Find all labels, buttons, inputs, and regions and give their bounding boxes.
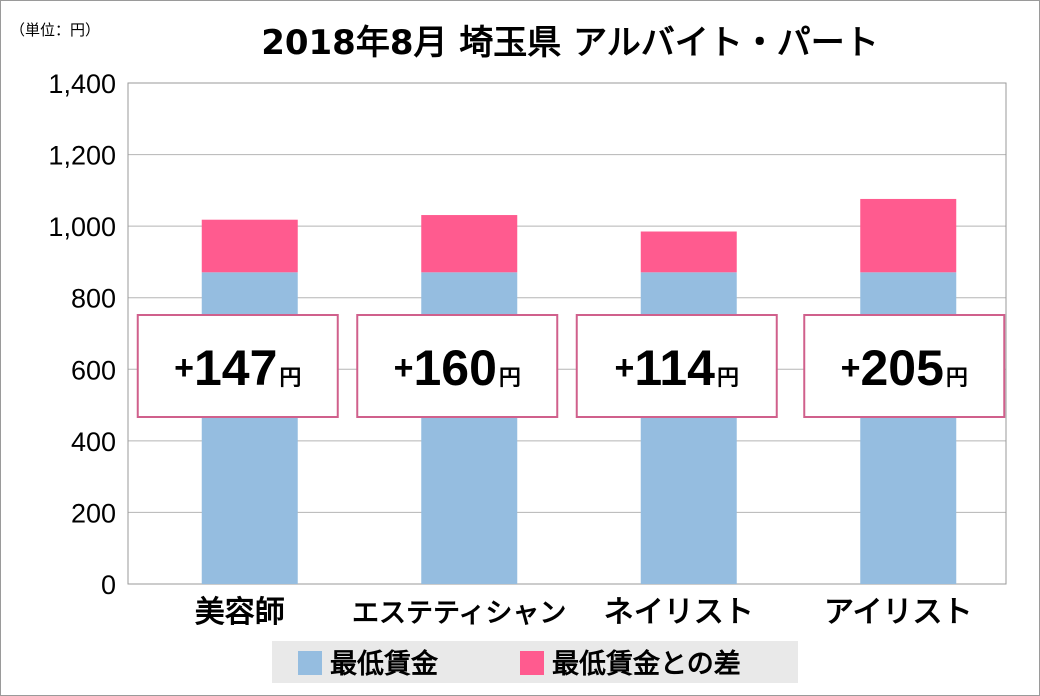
bar-difference-2 (421, 215, 518, 273)
y-tick-label: 0 (101, 570, 116, 600)
difference-label-box-1 (136, 314, 339, 418)
difference-label-box-3 (575, 314, 778, 418)
legend-swatch-difference (520, 651, 544, 675)
legend-label-minimum-wage: 最低賃金 (330, 648, 439, 680)
y-tick-label: 1,400 (48, 69, 116, 99)
y-tick-label: 600 (71, 355, 116, 385)
legend-swatch-minimum-wage (298, 651, 322, 675)
difference-value: 160 (413, 340, 496, 396)
x-category-label-3: ネイリスト (604, 595, 754, 630)
difference-label-4: +205円 (841, 340, 968, 396)
y-tick-label: 1,000 (48, 212, 116, 242)
bar-difference-1 (201, 219, 298, 273)
difference-plus-sign: + (614, 349, 634, 387)
y-tick-label: 400 (71, 427, 116, 457)
x-category-label-4: アイリスト (824, 595, 973, 630)
difference-value: 114 (634, 340, 715, 396)
legend-label-difference: 最低賃金との差 (552, 648, 741, 680)
difference-yen: 円 (717, 366, 739, 391)
y-tick-label: 800 (71, 284, 116, 314)
difference-labels: +147円 +160円 +114円 +205円 (136, 314, 1006, 418)
difference-yen: 円 (946, 366, 968, 391)
y-tick-label: 200 (71, 498, 116, 528)
chart-title: 2018年8月 埼玉県 アルバイト・パート (261, 23, 879, 63)
bar-difference-3 (640, 231, 737, 273)
difference-label-box-4 (803, 314, 1006, 418)
difference-plus-sign: + (841, 349, 861, 387)
difference-plus-sign: + (174, 349, 194, 387)
unit-label: （単位：円） (10, 21, 100, 39)
difference-value: 205 (860, 340, 943, 396)
difference-yen: 円 (499, 366, 521, 391)
difference-value: 147 (194, 340, 277, 396)
difference-label-1: +147円 (174, 340, 301, 396)
x-axis-categories: 美容師 エステティシャン ネイリスト アイリスト (195, 595, 973, 630)
x-category-label-1: 美容師 (195, 595, 285, 630)
difference-plus-sign: + (394, 349, 414, 387)
bar-difference-4 (860, 198, 957, 273)
difference-label-2: +160円 (394, 340, 521, 396)
y-tick-label: 1,200 (48, 141, 116, 171)
x-category-label-2: エステティシャン (352, 598, 566, 629)
difference-yen: 円 (279, 366, 301, 391)
plot-area (127, 82, 1007, 585)
difference-label-box-2 (356, 314, 559, 418)
y-axis-ticks: 0 200 400 600 800 1,000 1,200 1,400 (48, 69, 116, 600)
difference-label-3: +114円 (614, 340, 739, 396)
